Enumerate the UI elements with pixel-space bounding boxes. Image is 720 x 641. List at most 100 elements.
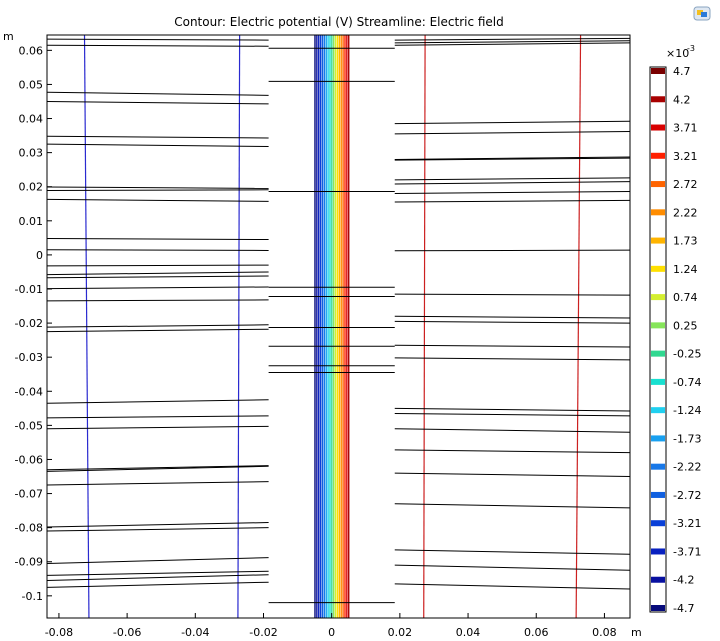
streamline	[46, 286, 269, 290]
y-tick-label: -0.08	[15, 522, 43, 535]
colorbar-swatch	[651, 463, 665, 470]
y-tick-label: -0.05	[15, 419, 43, 432]
streamline	[46, 557, 269, 564]
streamline	[394, 407, 631, 412]
colorbar-label: -2.72	[673, 489, 701, 502]
streamline	[394, 412, 631, 417]
plot-area	[46, 34, 631, 619]
colorbar-swatch	[651, 152, 665, 159]
y-axis-unit-label: m	[3, 30, 14, 43]
colorbar-label: 1.24	[673, 263, 698, 276]
streamline	[46, 399, 269, 404]
streamline	[46, 570, 269, 576]
streamline	[46, 135, 269, 139]
colorbar-swatch	[651, 322, 665, 329]
colorbar-swatch	[651, 350, 665, 357]
y-tick-label: -0.04	[15, 385, 43, 398]
streamline-group	[46, 37, 631, 604]
streamline	[394, 40, 631, 44]
x-tick-label: 0.08	[592, 626, 617, 639]
streamline	[46, 238, 269, 241]
colorbar-frame	[649, 66, 667, 613]
streamline	[394, 156, 631, 160]
streamline	[46, 44, 269, 47]
colorbar-swatch	[651, 209, 665, 216]
streamline	[394, 583, 631, 590]
colorbar-label: -2.22	[673, 461, 701, 474]
streamline	[394, 199, 631, 203]
streamline	[46, 264, 269, 267]
x-tick-label: -0.02	[249, 626, 277, 639]
x-tick-label: 0.04	[456, 626, 481, 639]
streamline	[394, 249, 631, 252]
colorbar-swatch	[651, 491, 665, 498]
colorbar-swatch	[651, 265, 665, 272]
side-contour-line	[423, 34, 426, 619]
plot-title: Contour: Electric potential (V) Streamli…	[174, 15, 504, 29]
streamline	[394, 293, 631, 296]
y-tick-label: -0.01	[15, 283, 43, 296]
streamline	[394, 177, 631, 181]
y-tick-label: -0.1	[22, 590, 43, 603]
streamline	[394, 190, 631, 195]
colorbar-swatch	[651, 68, 665, 74]
streamline	[46, 249, 269, 251]
colorbar-label: -0.25	[673, 348, 701, 361]
streamline	[46, 581, 269, 588]
streamline	[394, 181, 631, 185]
streamline	[394, 315, 631, 319]
x-tick-label: -0.04	[181, 626, 209, 639]
streamline	[394, 157, 631, 161]
y-tick-label: 0.05	[19, 78, 44, 91]
colorbar-label: 0.25	[673, 319, 698, 332]
colorbar-exponent-power: -3	[687, 44, 695, 53]
colorbar-label: -0.74	[673, 376, 701, 389]
streamline	[46, 527, 269, 532]
colorbar-label: -3.21	[673, 517, 701, 530]
streamline	[46, 143, 269, 147]
streamline	[46, 198, 269, 202]
streamline	[394, 449, 631, 454]
y-tick-label: -0.03	[15, 351, 43, 364]
x-tick-label: -0.06	[113, 626, 141, 639]
y-tick-label: 0.01	[19, 215, 44, 228]
colorbar-label: 2.22	[673, 206, 698, 219]
colorbar-label: 3.71	[673, 122, 698, 135]
colorbar-swatch	[651, 237, 665, 244]
streamline	[46, 324, 269, 328]
colorbar-swatch	[651, 605, 665, 611]
streamline	[46, 100, 269, 105]
x-tick-label: 0.06	[524, 626, 549, 639]
colorbar-swatch	[651, 435, 665, 442]
colorbar-legend: ×10 -3 4.7 4.2 3.71 3.21 2.72 2.22 1.73 1.24 0.7…	[649, 44, 701, 615]
y-tick-label: 0.04	[19, 113, 44, 126]
streamline	[46, 186, 269, 189]
x-axis-unit-label: m	[631, 626, 642, 639]
streamline	[394, 564, 631, 571]
colorbar-swatch	[651, 124, 665, 131]
y-tick-label: 0.03	[19, 147, 44, 160]
y-tick-label: 0.06	[19, 44, 44, 57]
colorbar-swatch	[651, 548, 665, 555]
y-tick-label: -0.06	[15, 453, 43, 466]
colorbar-label: 2.72	[673, 178, 698, 191]
streamline	[46, 481, 269, 486]
plot-frame	[46, 34, 631, 619]
y-axis: 0.06 0.05 0.04 0.03 0.02 0.01 0 -0.01 -0.02 -0.03…	[15, 44, 52, 603]
y-tick-label: -0.07	[15, 488, 43, 501]
x-tick-label: 0.02	[388, 626, 413, 639]
colorbar-label: 4.2	[673, 93, 691, 106]
colorbar-label: -3.71	[673, 545, 701, 558]
colorbar-label: 0.74	[673, 291, 698, 304]
colorbar-label: 3.21	[673, 150, 698, 163]
colorbar-swatch	[651, 294, 665, 301]
streamline	[46, 38, 269, 41]
streamline	[46, 189, 269, 191]
streamline	[46, 275, 269, 279]
streamline	[46, 465, 269, 471]
streamline	[394, 42, 631, 46]
streamline	[394, 503, 631, 509]
colorbar-swatch	[651, 407, 665, 414]
streamline	[394, 120, 631, 125]
streamline	[46, 328, 269, 333]
